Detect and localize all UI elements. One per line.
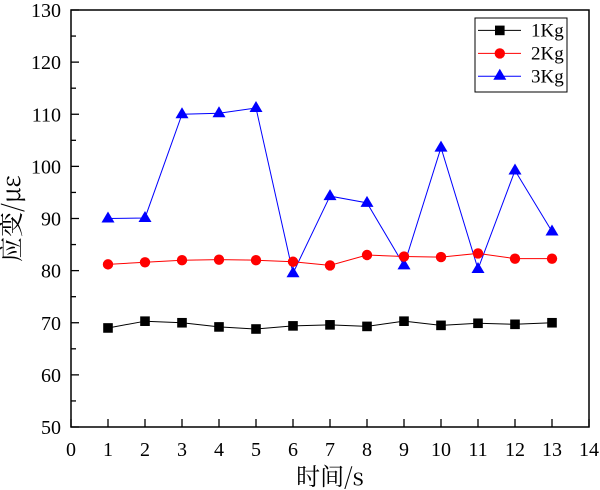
- svg-text:应变/με: 应变/με: [0, 175, 28, 262]
- svg-text:70: 70: [41, 313, 61, 335]
- svg-text:130: 130: [31, 0, 61, 22]
- svg-text:50: 50: [41, 417, 61, 439]
- svg-text:时间/s: 时间/s: [296, 457, 364, 490]
- svg-text:0: 0: [66, 439, 76, 461]
- svg-text:60: 60: [41, 365, 61, 387]
- svg-text:3: 3: [177, 439, 187, 461]
- svg-text:1Kg: 1Kg: [531, 21, 564, 42]
- svg-text:110: 110: [32, 104, 61, 126]
- svg-text:5: 5: [251, 439, 261, 461]
- svg-text:10: 10: [431, 439, 451, 461]
- svg-text:12: 12: [505, 439, 525, 461]
- svg-text:90: 90: [41, 209, 61, 231]
- svg-text:2: 2: [140, 439, 150, 461]
- svg-text:100: 100: [31, 156, 61, 178]
- svg-text:11: 11: [468, 439, 487, 461]
- svg-text:13: 13: [542, 439, 562, 461]
- svg-text:14: 14: [579, 439, 599, 461]
- svg-text:4: 4: [214, 439, 224, 461]
- svg-text:80: 80: [41, 261, 61, 283]
- svg-text:120: 120: [31, 52, 61, 74]
- svg-text:2Kg: 2Kg: [531, 44, 564, 65]
- svg-text:1: 1: [103, 439, 113, 461]
- svg-text:3Kg: 3Kg: [531, 66, 564, 87]
- svg-text:9: 9: [399, 439, 409, 461]
